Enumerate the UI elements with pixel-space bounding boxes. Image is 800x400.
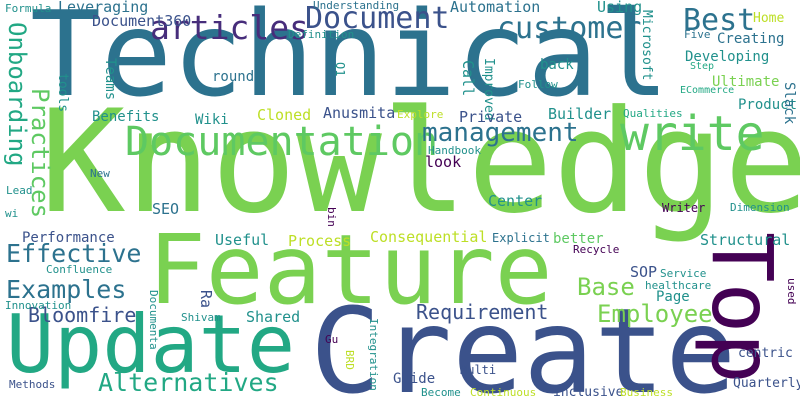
- word-documentation: Documentation: [125, 119, 439, 165]
- word-ra: Ra: [197, 290, 215, 309]
- word-seo: SEO: [152, 200, 180, 218]
- word-wi: wi: [5, 207, 19, 220]
- word-practices: Practices: [26, 88, 54, 219]
- word-gu: Gu: [325, 333, 339, 346]
- word-developing: Developing: [685, 49, 770, 65]
- word-benefits: Benefits: [92, 109, 160, 125]
- word-examples: Examples: [6, 275, 127, 304]
- word-base: Base: [577, 273, 635, 301]
- word-shared: Shared: [246, 308, 301, 326]
- word-understanding: Understanding: [313, 0, 400, 12]
- word-service: Service: [660, 267, 707, 280]
- word-inclusive: inclusive: [553, 385, 624, 400]
- word-back: back: [540, 57, 574, 73]
- word-consequential: Consequential: [370, 228, 488, 246]
- word-page: Page: [656, 289, 690, 305]
- word-structural: Structural: [700, 231, 791, 249]
- word-improved: Improved: [481, 58, 496, 121]
- word-confluence: Confluence: [46, 263, 113, 276]
- word-continuous: Continuous: [470, 386, 537, 399]
- word-onboarding: Onboarding: [3, 22, 31, 167]
- word-follow: Follow: [518, 78, 558, 91]
- word-bloomfire: Bloomfire: [28, 303, 137, 327]
- word-multi: Multi: [460, 363, 497, 377]
- word-customer: customer: [497, 11, 642, 46]
- word-dimension: Dimension: [730, 201, 790, 214]
- word-wiki: Wiki: [195, 112, 229, 128]
- word-private: Private: [459, 108, 523, 126]
- word-handbook: Handbook: [428, 144, 481, 157]
- word-using: Using: [597, 0, 643, 16]
- word-quarterly: Quarterly: [733, 376, 800, 391]
- word-innovation: Innovation: [5, 299, 72, 312]
- word-integration: Integration: [367, 318, 380, 391]
- word-requirement: Requirement: [416, 300, 549, 324]
- word-centric: centric: [738, 346, 793, 361]
- word-guide: Guide: [393, 371, 436, 387]
- word-technical: Technical: [30, 0, 670, 123]
- word-business: Business: [620, 386, 673, 399]
- word-home: Home: [753, 11, 785, 26]
- word-slack: Slack: [781, 82, 797, 125]
- word-methods: Methods: [9, 378, 56, 391]
- word-qualities: Qualities: [623, 107, 683, 120]
- word-knowledge: Knowledge: [40, 80, 800, 245]
- word-center: Center: [488, 192, 543, 210]
- word-performance: Performance: [22, 230, 115, 246]
- word-explicit: Explicit: [492, 231, 550, 245]
- word-articles: articles: [150, 8, 309, 47]
- word-top: Top: [693, 232, 791, 384]
- word-q1: Q1: [333, 62, 347, 77]
- word-tools: tools: [55, 73, 70, 113]
- word-create: Create: [310, 282, 737, 400]
- word-become: Become: [421, 386, 461, 399]
- word-healthcare: healthcare: [645, 279, 712, 292]
- word-ultimate: Ultimate: [712, 74, 780, 90]
- word-document360: Document360: [92, 12, 192, 30]
- word-better: better: [553, 231, 604, 247]
- word-formula: Formula: [5, 2, 52, 15]
- word-creating: Creating: [717, 31, 785, 47]
- word-documenta: Documenta: [147, 290, 160, 350]
- word-effective: Effective: [6, 239, 142, 268]
- word-employee: Employee: [597, 300, 713, 328]
- word-update: Update: [6, 298, 295, 391]
- word-ecommerce: ECommerce: [680, 85, 735, 96]
- word-look: look: [425, 153, 462, 171]
- word-shivam: Shivam: [181, 311, 221, 324]
- word-leveraging: Leveraging: [58, 0, 149, 16]
- word-process: Process: [288, 232, 352, 250]
- word-definition: Definition: [288, 28, 355, 41]
- word-lead: Lead: [6, 184, 33, 197]
- word-document: Document: [305, 1, 450, 36]
- word-writer: Writer: [662, 201, 706, 215]
- word-write: write: [620, 106, 765, 162]
- word-management: management: [422, 118, 579, 148]
- word-builder: Builder: [548, 105, 612, 123]
- word-brd: BRD: [343, 350, 356, 370]
- word-round: round: [212, 69, 255, 85]
- word-anusmita: Anusmita: [323, 104, 396, 122]
- word-call: Call: [459, 60, 477, 97]
- word-best: Best: [683, 3, 756, 38]
- word-microsoft: Microsoft: [639, 10, 654, 81]
- word-product: Product: [738, 97, 798, 113]
- word-feature: Feature: [148, 214, 553, 326]
- word-five: Five: [684, 28, 711, 41]
- word-bin: bin: [325, 207, 338, 227]
- word-cloned: Cloned: [257, 106, 312, 124]
- word-automation: Automation: [450, 0, 541, 16]
- word-used: used: [785, 278, 798, 305]
- word-alternatives: Alternatives: [98, 368, 279, 397]
- word-new: New: [90, 167, 110, 180]
- word-step: Step: [690, 61, 715, 72]
- word-sop: SOP: [630, 263, 658, 281]
- word-teams: Teams: [102, 58, 118, 101]
- word-recycle: Recycle: [573, 243, 620, 256]
- word-useful: Useful: [215, 231, 270, 249]
- word-explore: Explore: [397, 108, 444, 121]
